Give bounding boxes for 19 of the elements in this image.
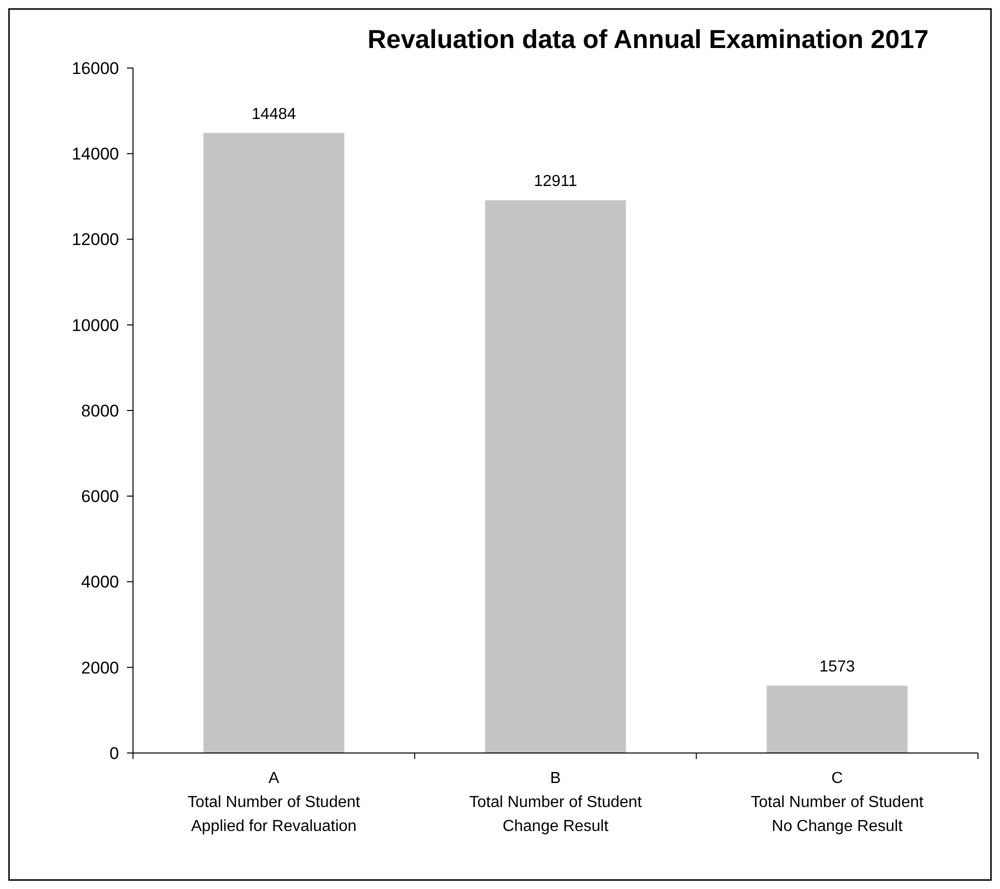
data-label: 12911 (534, 173, 578, 190)
y-tick-label: 10000 (72, 316, 119, 335)
data-label: 14484 (252, 106, 296, 123)
y-tick-label: 16000 (72, 58, 119, 78)
x-tick-label: A Total Number of Student Applied for Revaluation (188, 770, 361, 835)
y-tick-label: 4000 (81, 572, 119, 592)
x-tick-label: C Total Number of Student No Change Result (750, 770, 924, 835)
y-tick-label: 8000 (81, 401, 119, 420)
bar (485, 200, 626, 753)
y-tick-label: 14000 (72, 144, 119, 164)
bar (766, 686, 908, 753)
y-tick-label: 0 (110, 744, 119, 763)
chart-title: Revaluation data of Annual Examination 2017 (367, 24, 929, 54)
y-tick-label: 12000 (72, 230, 119, 250)
y-tick-label: 6000 (81, 487, 119, 506)
bar (203, 132, 344, 753)
x-tick-label: B Total Number of Student Change Result (469, 770, 642, 835)
data-label: 1573 (819, 658, 856, 676)
y-tick-label: 2000 (81, 658, 119, 678)
